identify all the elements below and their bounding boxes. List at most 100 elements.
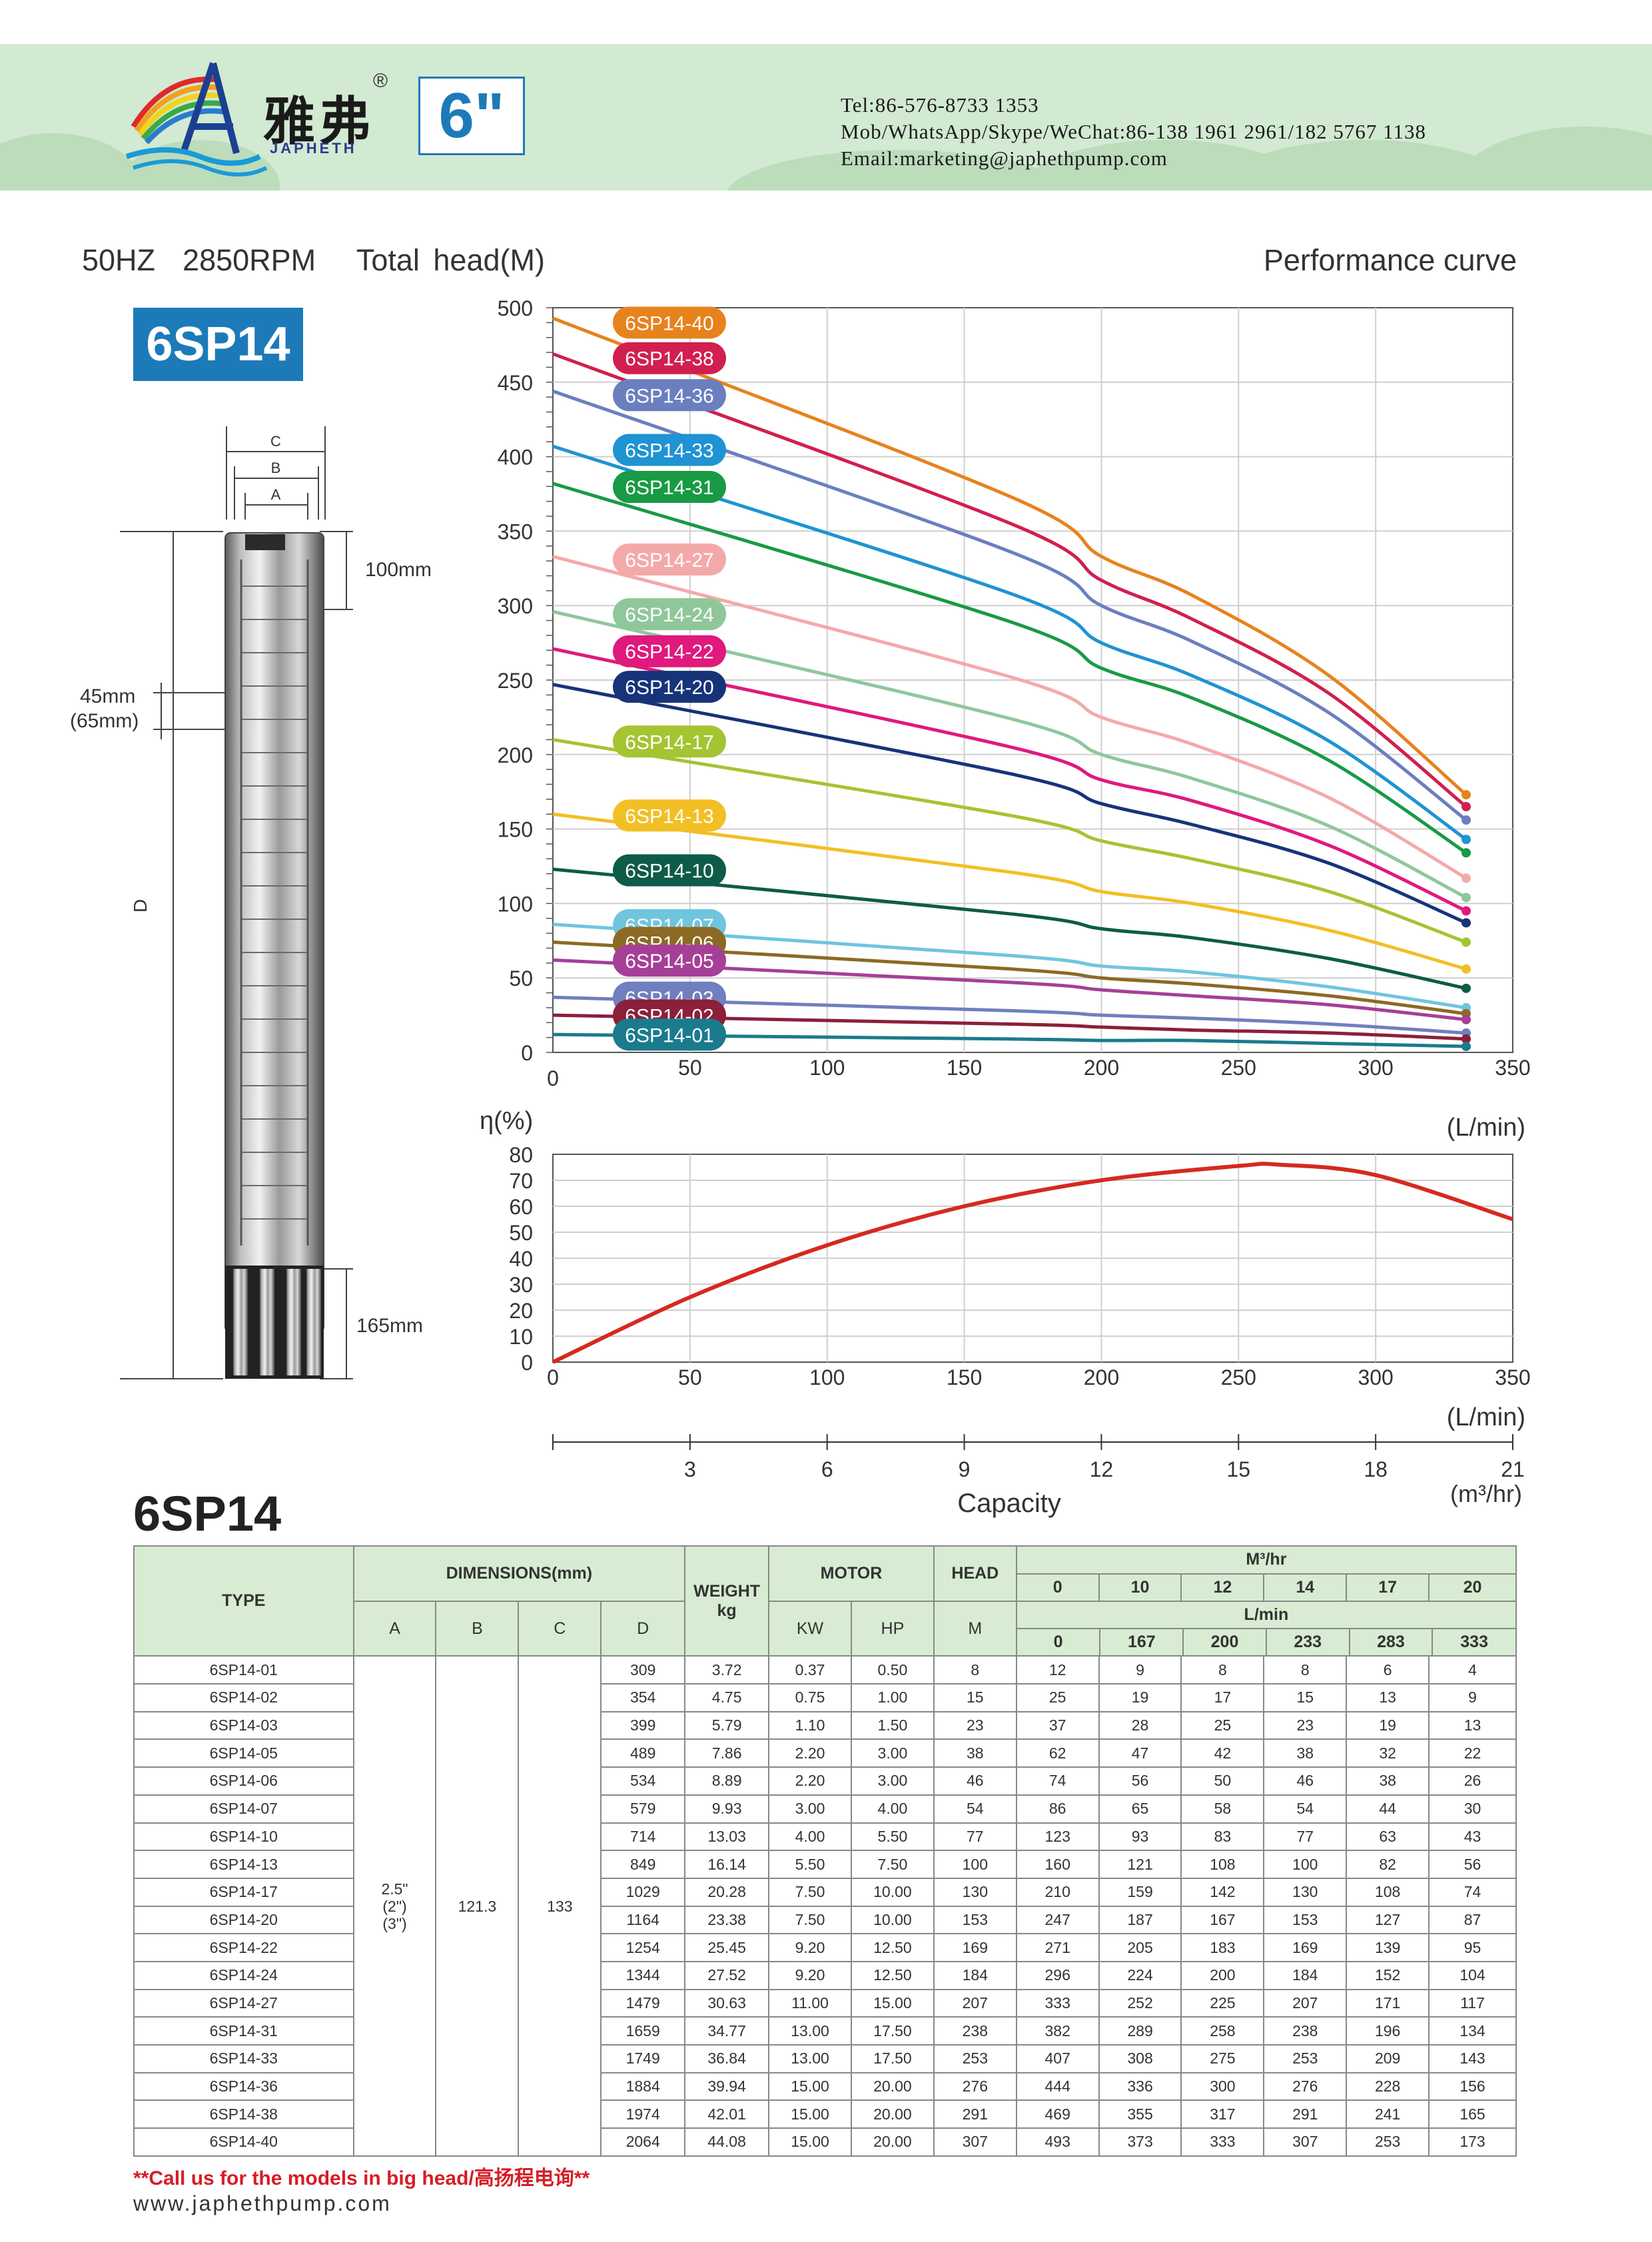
cell-flow: 13 — [1428, 1710, 1517, 1740]
table-row: 6SP14-10 714 13.03 4.00 5.50 77 123 93 83 77 63 43 — [133, 1822, 1517, 1852]
series-label-pill — [613, 471, 726, 504]
cell-flow: 32 — [1346, 1738, 1430, 1768]
cell-flow: 28 — [1098, 1710, 1182, 1740]
cell-flow: 276 — [1263, 2071, 1348, 2101]
contact-tel: Tel:86-576-8733 1353 — [841, 93, 1039, 117]
series-end-point — [1461, 1034, 1471, 1044]
cell-flow: 253 — [1263, 2044, 1348, 2073]
eff-y-tick-label: 10 — [509, 1325, 533, 1349]
cell-flow: 156 — [1428, 2071, 1517, 2101]
table-row: 6SP14-22 1254 25.45 9.20 12.50 169 271 205 183 16… — [133, 1933, 1517, 1962]
header-weight-label: WEIGHT — [693, 1581, 761, 1601]
cell-flow: 317 — [1180, 2099, 1265, 2129]
cell-flow: 171 — [1346, 1988, 1430, 2018]
cell-flow: 9 — [1428, 1683, 1517, 1712]
head-x-tick-label: 50 — [678, 1056, 702, 1080]
eff-y-tick-label: 20 — [509, 1299, 533, 1323]
series-label-pill — [613, 598, 726, 631]
series-label: 6SP14-31 — [613, 471, 726, 504]
cell-flow: 56 — [1428, 1850, 1517, 1879]
series-line — [552, 444, 1467, 841]
cell-flow: 19 — [1098, 1683, 1182, 1712]
cell-weight: 9.93 — [684, 1794, 770, 1824]
cell-flow: 143 — [1428, 2044, 1517, 2073]
series-line — [552, 609, 1467, 899]
header-lmin-value: 233 — [1265, 1629, 1350, 1656]
cell-kw: 7.50 — [768, 1877, 852, 1907]
series-line — [552, 867, 1467, 990]
series-end-point — [1461, 790, 1471, 800]
eff-x-tick-label: 200 — [1084, 1365, 1119, 1389]
header-lmin-value: 200 — [1182, 1629, 1266, 1656]
cell-weight: 3.72 — [684, 1655, 770, 1685]
eff-x-axis-label: (L/min) — [1447, 1403, 1525, 1431]
cell-head: 207 — [933, 1988, 1017, 2018]
cell-flow: 407 — [1015, 2044, 1100, 2073]
header-lmin-value: 0 — [1053, 1633, 1063, 1652]
cell-kw: 2.20 — [768, 1766, 852, 1796]
cell-hp: 5.50 — [850, 1822, 935, 1852]
cell-flow: 58 — [1180, 1794, 1265, 1824]
header-d: D — [600, 1601, 686, 1657]
cell-head: 100 — [933, 1850, 1017, 1879]
cell-flow: 224 — [1098, 1960, 1182, 1990]
cell-flow: 56 — [1098, 1766, 1182, 1796]
header-head: HEAD — [933, 1545, 1017, 1603]
cell-dim-d: 1659 — [600, 2016, 686, 2046]
eff-x-tick-label: 150 — [947, 1365, 982, 1389]
cell-flow: 38 — [1346, 1766, 1430, 1796]
series-line — [552, 1032, 1467, 1048]
contact-email[interactable]: Email:marketing@japhethpump.com — [841, 147, 1168, 170]
cell-flow: 43 — [1428, 1822, 1517, 1852]
cell-flow: 169 — [1263, 1933, 1348, 1962]
cell-dim-d: 1254 — [600, 1933, 686, 1962]
cell-flow: 183 — [1180, 1933, 1265, 1962]
cell-type: 6SP14-33 — [133, 2044, 354, 2073]
cell-flow: 100 — [1263, 1850, 1348, 1879]
cell-dim-a-line: 2.5" — [381, 1880, 408, 1898]
cell-flow: 152 — [1346, 1960, 1430, 1990]
cell-flow: 252 — [1098, 1988, 1182, 2018]
table-row: 6SP14-38 1974 42.01 15.00 20.00 291 469 355 317 2… — [133, 2099, 1517, 2129]
cell-head: 253 — [933, 2044, 1017, 2073]
header-m3-value: 20 — [1428, 1573, 1517, 1603]
efficiency-line — [552, 1162, 1513, 1364]
cell-head: 23 — [933, 1710, 1017, 1740]
cell-kw: 15.00 — [768, 2099, 852, 2129]
header-m3-value: 17 — [1346, 1573, 1430, 1603]
series-end-point — [1461, 983, 1471, 993]
cell-flow: 4 — [1428, 1655, 1517, 1685]
header-m3-value: 0 — [1015, 1573, 1100, 1603]
cell-head: 307 — [933, 2127, 1017, 2157]
cell-flow: 22 — [1428, 1738, 1517, 1768]
cell-kw: 2.20 — [768, 1738, 852, 1768]
cell-type: 6SP14-03 — [133, 1710, 354, 1740]
cell-dim-d: 1749 — [600, 2044, 686, 2073]
cell-flow: 15 — [1263, 1683, 1348, 1712]
series-line — [552, 389, 1467, 822]
series-end-point — [1461, 848, 1471, 858]
cell-flow: 108 — [1180, 1850, 1265, 1879]
website-link[interactable]: www.japhethpump.com — [133, 2191, 392, 2215]
series-label: 6SP14-05 — [613, 944, 726, 977]
cell-flow: 63 — [1346, 1822, 1430, 1852]
cell-flow: 121 — [1098, 1850, 1182, 1879]
series-label: 6SP14-01 — [613, 1018, 726, 1051]
cell-type: 6SP14-22 — [133, 1933, 354, 1962]
cell-weight: 27.52 — [684, 1960, 770, 1990]
cell-dim-d: 1479 — [600, 1988, 686, 2018]
cell-flow: 46 — [1263, 1766, 1348, 1796]
cell-type: 6SP14-36 — [133, 2071, 354, 2101]
cell-flow: 210 — [1015, 1877, 1100, 1907]
cell-weight: 34.77 — [684, 2016, 770, 2046]
cell-kw: 1.10 — [768, 1710, 852, 1740]
cell-hp: 20.00 — [850, 2127, 935, 2157]
cell-flow: 184 — [1263, 1960, 1348, 1990]
series-line — [552, 812, 1467, 971]
cell-head: 169 — [933, 1933, 1017, 1962]
series-label-pill — [613, 543, 726, 575]
table-row: 6SP14-27 1479 30.63 11.00 15.00 207 333 252 225 2… — [133, 1988, 1517, 2018]
head-y-tick-label: 50 — [509, 966, 533, 990]
series-line — [552, 554, 1467, 880]
table-row: 6SP14-03 399 5.79 1.10 1.50 23 37 28 25 23 19 13 — [133, 1710, 1517, 1740]
